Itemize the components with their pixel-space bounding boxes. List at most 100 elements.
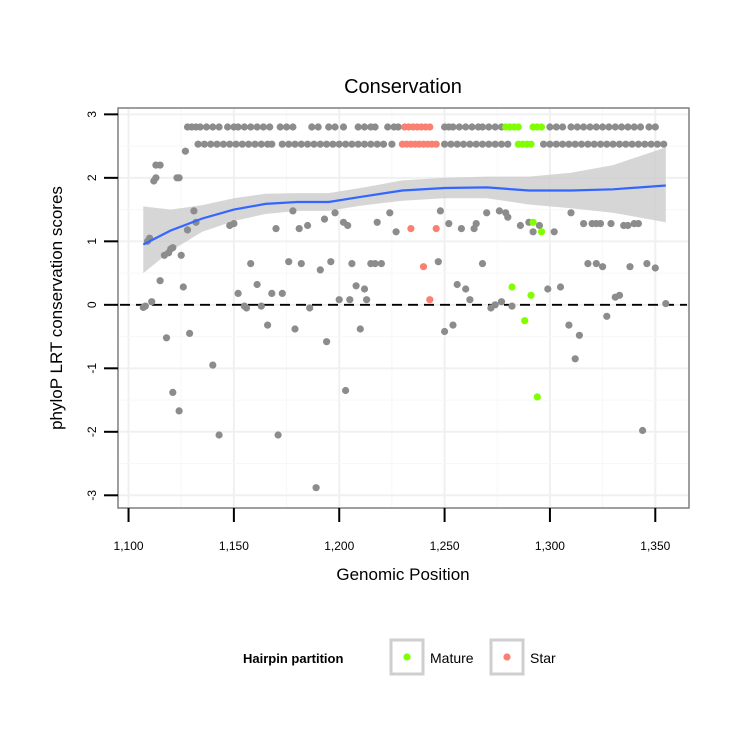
data-point-mature — [521, 317, 529, 325]
x-tick-label: 1,350 — [640, 539, 670, 553]
data-point-other — [535, 221, 544, 230]
data-point-other — [599, 123, 607, 131]
data-point-other — [177, 251, 185, 259]
data-point-other — [175, 407, 183, 415]
legend-marker-star — [503, 653, 511, 661]
data-point-star — [432, 225, 440, 233]
legend-title: Hairpin partition — [243, 651, 343, 666]
x-tick-label: 1,200 — [324, 539, 354, 553]
data-point-other — [367, 140, 375, 148]
data-point-other — [152, 174, 160, 182]
data-point-other — [278, 140, 286, 148]
data-point-other — [485, 123, 493, 131]
data-point-other — [325, 123, 333, 131]
data-point-mature — [527, 291, 535, 299]
data-point-star — [407, 225, 415, 233]
data-point-other — [316, 140, 324, 148]
data-point-other — [641, 140, 649, 148]
data-point-other — [653, 140, 662, 148]
data-point-other — [379, 140, 388, 148]
data-point-other — [651, 264, 659, 272]
data-point-other — [344, 221, 352, 230]
data-point-other — [331, 123, 339, 131]
data-point-other — [384, 123, 392, 131]
data-point-other — [459, 140, 468, 148]
data-point-other — [377, 260, 385, 268]
data-point-other — [462, 285, 470, 293]
data-point-other — [584, 260, 592, 268]
legend-marker-mature — [403, 653, 411, 661]
data-point-other — [230, 220, 238, 228]
data-point-other — [529, 228, 537, 236]
data-point-other — [373, 140, 381, 148]
data-point-other — [207, 140, 215, 148]
smooth-trend-line — [142, 184, 666, 246]
data-point-other — [342, 140, 350, 148]
data-point-other — [175, 174, 183, 182]
data-point-other — [466, 296, 474, 304]
y-tick-label: -1 — [85, 363, 99, 374]
x-tick-label: 1,300 — [535, 539, 565, 553]
data-point-star — [432, 140, 440, 148]
data-point-other — [491, 301, 499, 309]
data-point-other — [162, 334, 171, 342]
data-point-mature — [508, 283, 516, 291]
data-point-other — [342, 386, 350, 395]
data-point-other — [190, 207, 198, 215]
data-point-other — [615, 291, 624, 299]
data-point-other — [264, 321, 272, 329]
data-point-other — [441, 327, 449, 336]
data-point-mature — [537, 123, 546, 131]
data-point-other — [266, 123, 274, 131]
data-point-other — [615, 140, 624, 148]
y-tick-label: 2 — [85, 174, 99, 181]
data-point-other — [253, 123, 261, 131]
data-point-other — [546, 123, 554, 131]
data-point-other — [546, 140, 554, 148]
data-point-other — [348, 260, 356, 268]
data-point-other — [497, 140, 506, 148]
data-point-other — [329, 140, 337, 148]
data-point-other — [234, 289, 242, 297]
data-point-other — [202, 123, 211, 131]
data-point-other — [257, 302, 265, 310]
data-point-other — [455, 123, 463, 131]
data-point-other — [285, 258, 293, 266]
legend-label-mature: Mature — [430, 650, 474, 666]
data-point-other — [289, 207, 297, 215]
data-point-other — [232, 140, 240, 148]
data-point-other — [156, 161, 164, 169]
data-point-other — [584, 140, 592, 148]
data-point-other — [247, 123, 255, 131]
data-point-other — [200, 140, 208, 148]
data-point-other — [434, 258, 442, 266]
data-point-other — [508, 302, 516, 310]
data-point-other — [346, 296, 354, 304]
data-point-other — [445, 220, 453, 228]
data-point-other — [491, 123, 499, 131]
data-point-other — [392, 228, 400, 236]
data-point-star — [419, 263, 428, 271]
data-point-other — [453, 280, 461, 289]
data-point-other — [559, 123, 567, 131]
data-point-other — [348, 140, 356, 148]
data-point-other — [651, 123, 659, 131]
data-point-other — [453, 140, 461, 148]
data-point-other — [234, 123, 242, 131]
data-point-other — [596, 140, 605, 148]
data-point-other — [478, 260, 487, 268]
data-point-mature — [514, 123, 522, 131]
data-point-other — [567, 209, 575, 217]
data-point-other — [586, 123, 594, 131]
data-point-other — [238, 140, 246, 148]
data-point-other — [622, 140, 630, 148]
data-point-other — [320, 215, 329, 223]
data-point-other — [253, 280, 261, 289]
data-point-other — [603, 312, 611, 320]
data-point-other — [565, 140, 573, 148]
data-point-other — [257, 140, 265, 148]
data-point-other — [550, 228, 558, 236]
x-axis-title: Genomic Position — [336, 565, 469, 584]
data-point-other — [156, 277, 164, 285]
